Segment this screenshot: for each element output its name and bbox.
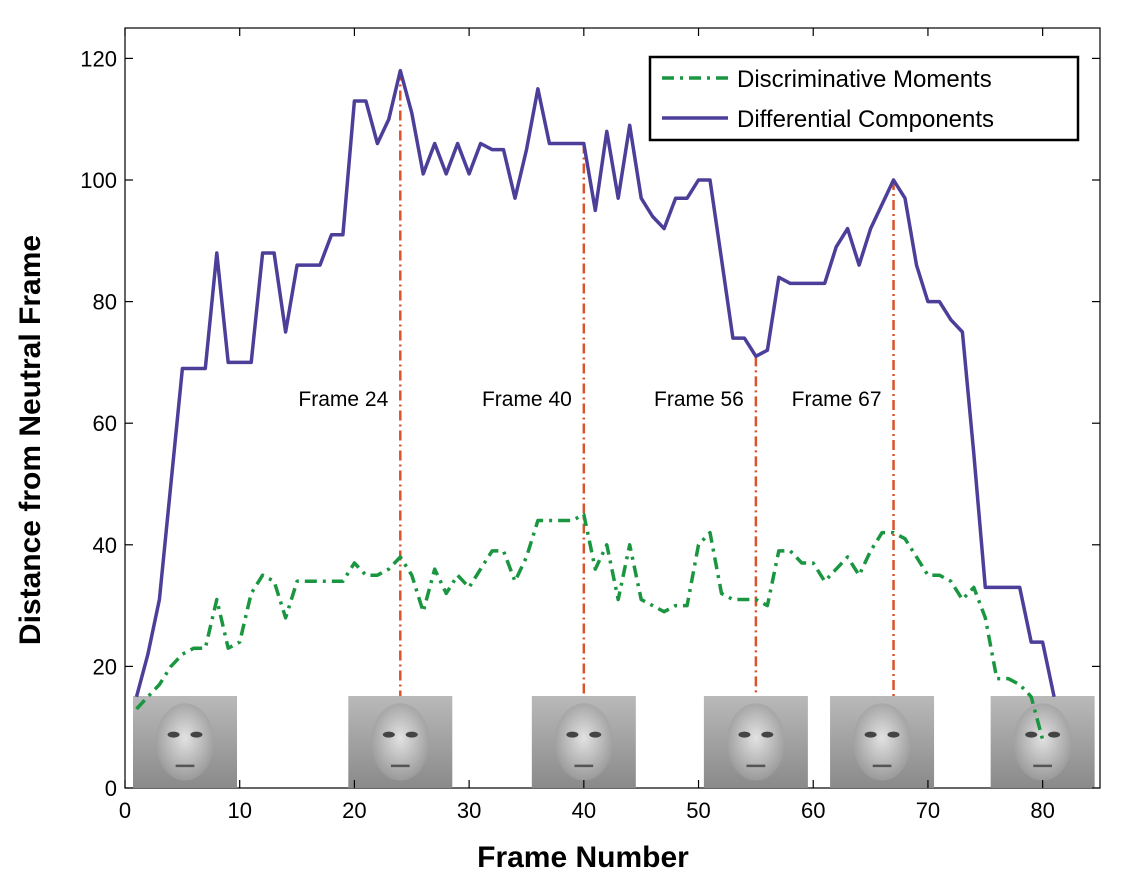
face-right-eye [761, 731, 774, 738]
face-shape [554, 703, 613, 781]
x-tick-label-5: 50 [686, 798, 710, 823]
face-shape [155, 703, 215, 781]
y-tick-label-2: 40 [93, 533, 117, 558]
face-image-0 [133, 696, 237, 788]
frame-annotations: Frame 24 Frame 40 Frame 56 Frame 67 [298, 70, 895, 696]
annotation-label-1: Frame 40 [482, 388, 572, 411]
y-tick-label-6: 120 [80, 46, 117, 71]
y-tick-label-3: 60 [93, 411, 117, 436]
face-shape [371, 703, 430, 781]
face-shape [1013, 703, 1072, 781]
legend-label-discriminative: Discriminative Moments [737, 66, 992, 93]
x-tick-label-2: 20 [342, 798, 366, 823]
plot-area [124, 27, 1101, 789]
face-right-eye [1048, 731, 1061, 738]
x-tick-label-6: 60 [801, 798, 825, 823]
x-axis-title: Frame Number [477, 841, 689, 874]
legend-box [648, 55, 1080, 142]
face-image-3 [703, 696, 808, 788]
series-lines [134, 68, 1056, 740]
face-right-eye [887, 731, 900, 738]
annotation-label-0: Frame 24 [298, 388, 388, 411]
face-images [133, 696, 1095, 788]
y-tick-label-1: 20 [93, 654, 117, 679]
face-image-1 [348, 696, 453, 788]
annotation-label-2: Frame 56 [654, 388, 744, 411]
x-tick-label-1: 10 [227, 798, 251, 823]
face-image-2 [531, 696, 636, 788]
face-image-5 [990, 696, 1095, 788]
face-shape [852, 703, 912, 781]
x-tick-label-4: 40 [572, 798, 596, 823]
series-line-0 [135, 512, 1045, 740]
face-right-eye [190, 731, 203, 738]
face-right-eye [405, 731, 418, 738]
face-left-eye [566, 731, 579, 738]
x-tick-label-0: 0 [119, 798, 131, 823]
face-image-4 [830, 696, 935, 788]
face-left-eye [1025, 731, 1038, 738]
legend: Discriminative Moments Differential Comp… [648, 55, 1080, 142]
face-left-eye [738, 731, 751, 738]
x-tick-label-8: 80 [1030, 798, 1054, 823]
annotation-label-3: Frame 67 [792, 388, 882, 411]
face-right-eye [589, 731, 602, 738]
face-shape [726, 703, 786, 781]
y-axis-title: Distance from Neutral Frame [14, 235, 47, 645]
y-tick-label-4: 80 [93, 290, 117, 315]
y-tick-label-5: 100 [80, 168, 117, 193]
legend-label-differential: Differential Components [737, 106, 994, 133]
x-tick-label-3: 30 [457, 798, 481, 823]
face-left-eye [864, 731, 877, 738]
y-tick-label-0: 0 [105, 776, 117, 801]
series-line-1 [134, 68, 1056, 698]
x-tick-label-7: 70 [916, 798, 940, 823]
face-left-eye [382, 731, 395, 738]
face-left-eye [167, 731, 180, 738]
axes: 0 10 20 30 40 50 60 70 80 0 20 40 60 80 100 120 [80, 28, 1100, 823]
